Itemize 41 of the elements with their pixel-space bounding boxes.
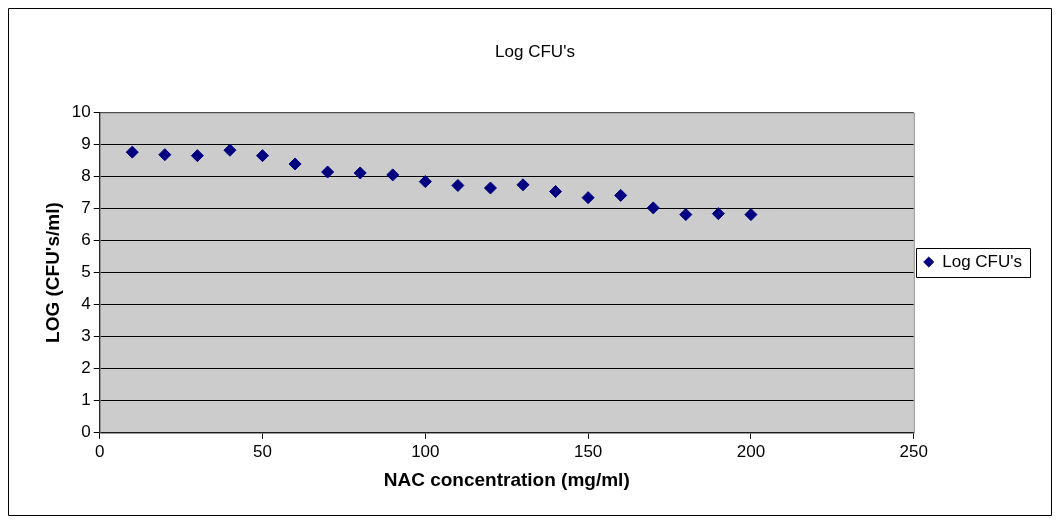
point bbox=[288, 157, 302, 171]
point bbox=[483, 181, 497, 195]
x-tick-label: 0 bbox=[94, 441, 105, 461]
y-tick-label: 3 bbox=[81, 326, 91, 346]
y-tick-label: 5 bbox=[81, 262, 91, 282]
y-tick-label: 2 bbox=[81, 358, 91, 378]
x-axis-title: NAC concentration (mg/ml) bbox=[383, 468, 630, 490]
point bbox=[256, 149, 270, 163]
point bbox=[679, 208, 693, 222]
y-tick-label: 10 bbox=[71, 102, 91, 122]
point bbox=[646, 201, 660, 215]
x-tick-label: 200 bbox=[736, 441, 766, 461]
point bbox=[516, 178, 530, 192]
point bbox=[190, 149, 204, 163]
y-axis-title: LOG (CFU's/ml) bbox=[41, 202, 63, 343]
point bbox=[581, 191, 595, 205]
y-tick-label: 1 bbox=[81, 390, 91, 410]
point bbox=[614, 188, 628, 202]
y-tick-label: 7 bbox=[81, 198, 91, 218]
y-tick-label: 0 bbox=[81, 422, 91, 442]
x-tick-label: 50 bbox=[253, 441, 272, 461]
y-tick-label: 8 bbox=[81, 166, 91, 186]
x-tick-label: 250 bbox=[899, 441, 928, 461]
point bbox=[386, 168, 400, 182]
x-tick-label: 150 bbox=[573, 441, 603, 461]
point bbox=[711, 207, 725, 221]
x-tick-label: 100 bbox=[411, 441, 440, 461]
legend-label: Log CFU's bbox=[942, 251, 1023, 271]
y-tick-label: 6 bbox=[81, 230, 91, 250]
y-tick-label: 9 bbox=[81, 134, 91, 154]
chart-title: Log CFU's bbox=[495, 41, 575, 61]
point bbox=[549, 185, 563, 199]
point bbox=[321, 165, 335, 179]
point bbox=[223, 143, 237, 157]
point bbox=[418, 175, 432, 189]
point bbox=[158, 148, 172, 162]
point bbox=[125, 145, 139, 159]
point bbox=[353, 166, 367, 180]
y-tick-label: 4 bbox=[81, 294, 91, 314]
point bbox=[744, 208, 758, 222]
point bbox=[451, 178, 465, 192]
